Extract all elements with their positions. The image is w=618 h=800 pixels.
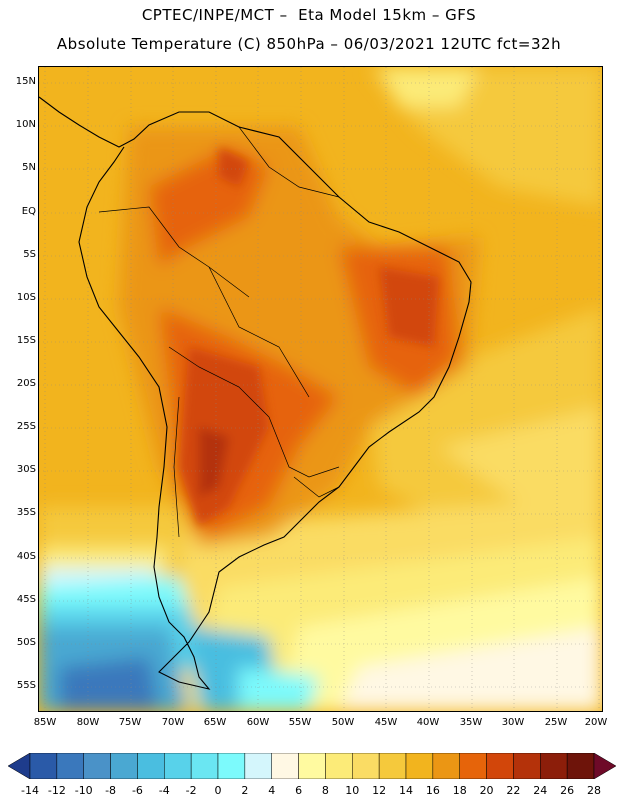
- colorbar-swatch: [137, 753, 165, 779]
- map-title-line-2: Absolute Temperature (C) 850hPa – 06/03/…: [56, 35, 562, 53]
- lat-label-35s: 35S: [16, 507, 36, 518]
- colorbar-tick-label: -4: [158, 784, 170, 797]
- colorbar-tick-label: 22: [506, 784, 521, 797]
- colorbar-swatch: [56, 753, 84, 779]
- colorbar-tick-label: 28: [587, 784, 601, 797]
- lon-label-30w: 30W: [501, 717, 525, 728]
- lon-label-75w: 75W: [118, 717, 142, 728]
- country-borders: [98, 126, 340, 538]
- colorbar-tick-label: 26: [560, 784, 575, 797]
- colorbar-swatch: [217, 753, 246, 779]
- lat-label-30s: 30S: [16, 464, 36, 475]
- colorbar-swatch: [325, 753, 353, 779]
- lon-label-55w: 55W: [288, 717, 312, 728]
- lat-label-5n: 5N: [22, 162, 36, 173]
- colorbar-swatch: [29, 753, 58, 779]
- colorbar-swatch: [405, 753, 434, 779]
- lat-label-10n: 10N: [15, 119, 36, 130]
- colorbar-tick-label: 14: [399, 784, 413, 797]
- lon-label-70w: 70W: [161, 717, 185, 728]
- colorbar-tick-label: -14: [21, 784, 39, 797]
- colorbar-tick-label: 16: [425, 784, 440, 797]
- lon-label-20w: 20W: [584, 717, 608, 728]
- colorbar-swatch: [164, 753, 192, 779]
- colorbar-swatch: [298, 753, 326, 779]
- lat-label-25s: 25S: [16, 421, 36, 432]
- colorbar-swatch: [110, 753, 138, 779]
- colorbar-over-triangle: [593, 753, 616, 779]
- lat-label-50s: 50S: [16, 637, 36, 648]
- colorbar-swatch: [459, 753, 487, 779]
- lon-label-60w: 60W: [246, 717, 270, 728]
- colorbar-tick-label: 24: [533, 784, 548, 797]
- lat-label-15n: 15N: [15, 76, 36, 87]
- lon-label-35w: 35W: [459, 717, 483, 728]
- lat-label-55s: 55S: [16, 680, 36, 691]
- lon-label-25w: 25W: [544, 717, 568, 728]
- colorbar-tick-label: 18: [452, 784, 467, 797]
- colorbar-tick-label: 10: [345, 784, 360, 797]
- lon-label-85w: 85W: [33, 717, 57, 728]
- colorbar-tick-label: -8: [105, 784, 117, 797]
- colorbar-swatch: [378, 753, 407, 779]
- colorbar-swatch: [352, 753, 380, 779]
- colorbar-swatch: [566, 753, 595, 779]
- colorbar-tick-label: 20: [479, 784, 494, 797]
- colorbar-under-triangle: [8, 753, 31, 779]
- hot-cores: [179, 147, 439, 527]
- colorbar-tick-label: 12: [372, 784, 387, 797]
- lon-label-45w: 45W: [374, 717, 398, 728]
- map-title-line-1: CPTEC/INPE/MCT – Eta Model 15km – GFS: [141, 6, 477, 24]
- colorbar-tick-label: 2: [241, 784, 249, 797]
- lon-label-80w: 80W: [76, 717, 100, 728]
- colorbar-swatch: [83, 753, 111, 779]
- lon-label-65w: 65W: [203, 717, 227, 728]
- lat-label-40s: 40S: [16, 551, 36, 562]
- colorbar-tick-label: -12: [47, 784, 66, 797]
- color-scale-bar: [8, 753, 616, 779]
- lat-label-45s: 45S: [16, 594, 36, 605]
- colorbar-swatch: [271, 753, 299, 779]
- colorbar-swatch: [432, 753, 460, 779]
- colorbar-tick-label: -10: [74, 784, 93, 797]
- lat-label-5s: 5S: [23, 249, 36, 260]
- lat-label-eq: EQ: [21, 206, 36, 217]
- colorbar-swatch: [513, 753, 541, 779]
- colorbar-swatch: [540, 753, 568, 779]
- lon-label-50w: 50W: [331, 717, 355, 728]
- colorbar-tick-label: -6: [131, 784, 143, 797]
- colorbar-swatch: [486, 753, 514, 779]
- colorbar-tick-label: 4: [268, 784, 276, 797]
- colorbar-swatch: [244, 753, 272, 779]
- colorbar-swatch: [190, 753, 219, 779]
- colorbar-tick-label: 0: [214, 784, 222, 797]
- lon-label-40w: 40W: [416, 717, 440, 728]
- colorbar-tick-label: 6: [295, 784, 303, 797]
- graticule: [39, 67, 602, 711]
- temperature-map: [38, 66, 603, 712]
- lat-label-15s: 15S: [16, 335, 36, 346]
- colorbar-tick-label: 8: [321, 784, 329, 797]
- lat-label-10s: 10S: [16, 292, 36, 303]
- colorbar-tick-label: -2: [185, 784, 197, 797]
- lat-label-20s: 20S: [16, 378, 36, 389]
- south-america-coastline: [39, 96, 472, 690]
- map-canvas: [39, 67, 602, 711]
